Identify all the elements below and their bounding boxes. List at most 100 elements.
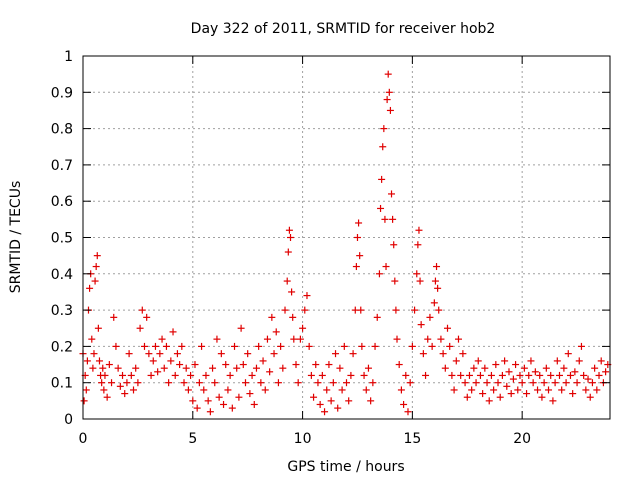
data-point — [189, 397, 197, 405]
data-point — [580, 371, 588, 379]
data-point — [375, 270, 383, 278]
plot-frame — [82, 55, 611, 420]
data-point — [235, 393, 243, 401]
data-point — [448, 371, 456, 379]
data-point — [569, 390, 577, 398]
data-point — [439, 350, 447, 358]
data-point — [165, 379, 173, 387]
data-point — [204, 397, 212, 405]
data-point — [383, 96, 391, 104]
data-point — [105, 361, 113, 369]
data-point — [259, 357, 267, 365]
x-tick-label: 0 — [79, 431, 88, 447]
data-point — [191, 361, 199, 369]
data-point — [169, 328, 177, 336]
data-point — [121, 390, 129, 398]
data-point — [564, 350, 572, 358]
y-tick-label: 0.4 — [51, 267, 73, 283]
data-point — [136, 324, 144, 332]
data-point — [340, 342, 348, 350]
data-point — [323, 386, 331, 394]
data-point — [487, 371, 495, 379]
data-point — [379, 143, 387, 151]
data-point — [213, 335, 221, 343]
y-tick-label: 0.6 — [51, 194, 73, 210]
data-point — [422, 371, 430, 379]
data-point — [86, 284, 94, 292]
data-point — [250, 400, 258, 408]
data-point — [446, 342, 454, 350]
data-point — [395, 361, 403, 369]
data-point — [476, 371, 484, 379]
x-tick-label: 5 — [188, 431, 197, 447]
data-point — [305, 342, 313, 350]
data-point — [198, 342, 206, 350]
data-point — [496, 393, 504, 401]
data-point — [551, 379, 559, 387]
data-point — [450, 386, 458, 394]
data-point — [288, 288, 296, 296]
data-point — [274, 379, 282, 387]
data-point — [180, 379, 188, 387]
data-point — [173, 350, 181, 358]
data-point — [284, 248, 292, 256]
data-point — [408, 342, 416, 350]
data-point — [100, 386, 108, 394]
data-point — [257, 379, 265, 387]
data-point — [419, 350, 427, 358]
data-point — [463, 393, 471, 401]
data-point — [520, 364, 528, 372]
data-point — [294, 379, 302, 387]
data-point — [591, 364, 599, 372]
data-point — [355, 219, 363, 227]
data-point — [233, 364, 241, 372]
data-point — [138, 306, 146, 314]
data-point — [527, 357, 535, 365]
data-point — [94, 324, 102, 332]
data-point — [584, 375, 592, 383]
data-point — [400, 400, 408, 408]
data-point — [182, 364, 190, 372]
data-point — [494, 379, 502, 387]
y-tick-label: 0.2 — [51, 339, 73, 355]
data-point — [224, 386, 232, 394]
data-point — [228, 404, 236, 412]
data-point — [202, 371, 210, 379]
data-point — [573, 379, 581, 387]
data-point — [472, 379, 480, 387]
data-point — [560, 364, 568, 372]
y-tick-label: 0.5 — [51, 231, 73, 247]
data-point — [353, 234, 361, 241]
data-point — [402, 371, 410, 379]
data-point — [130, 386, 138, 394]
data-point — [158, 335, 166, 343]
data-point — [391, 277, 399, 285]
data-point — [151, 342, 159, 350]
data-point — [582, 386, 590, 394]
data-point — [303, 292, 311, 300]
data-point — [586, 393, 594, 401]
data-point — [444, 324, 452, 332]
data-point — [483, 379, 491, 387]
data-point — [558, 386, 566, 394]
data-point — [540, 379, 548, 387]
data-point — [88, 335, 96, 343]
data-point — [534, 386, 542, 394]
data-point — [380, 125, 388, 133]
data-point — [327, 397, 335, 405]
data-point — [147, 371, 155, 379]
data-point — [435, 306, 443, 314]
data-point — [424, 335, 432, 343]
x-axis-label: GPS time / hours — [287, 459, 404, 475]
data-point — [314, 379, 322, 387]
data-point — [261, 386, 269, 394]
data-point — [457, 371, 465, 379]
data-point — [531, 368, 539, 376]
data-point — [206, 408, 214, 416]
data-point — [162, 342, 170, 350]
data-point — [461, 379, 469, 387]
data-point — [114, 364, 122, 372]
data-point — [593, 386, 601, 394]
data-point — [426, 313, 434, 321]
data-point — [367, 397, 375, 405]
